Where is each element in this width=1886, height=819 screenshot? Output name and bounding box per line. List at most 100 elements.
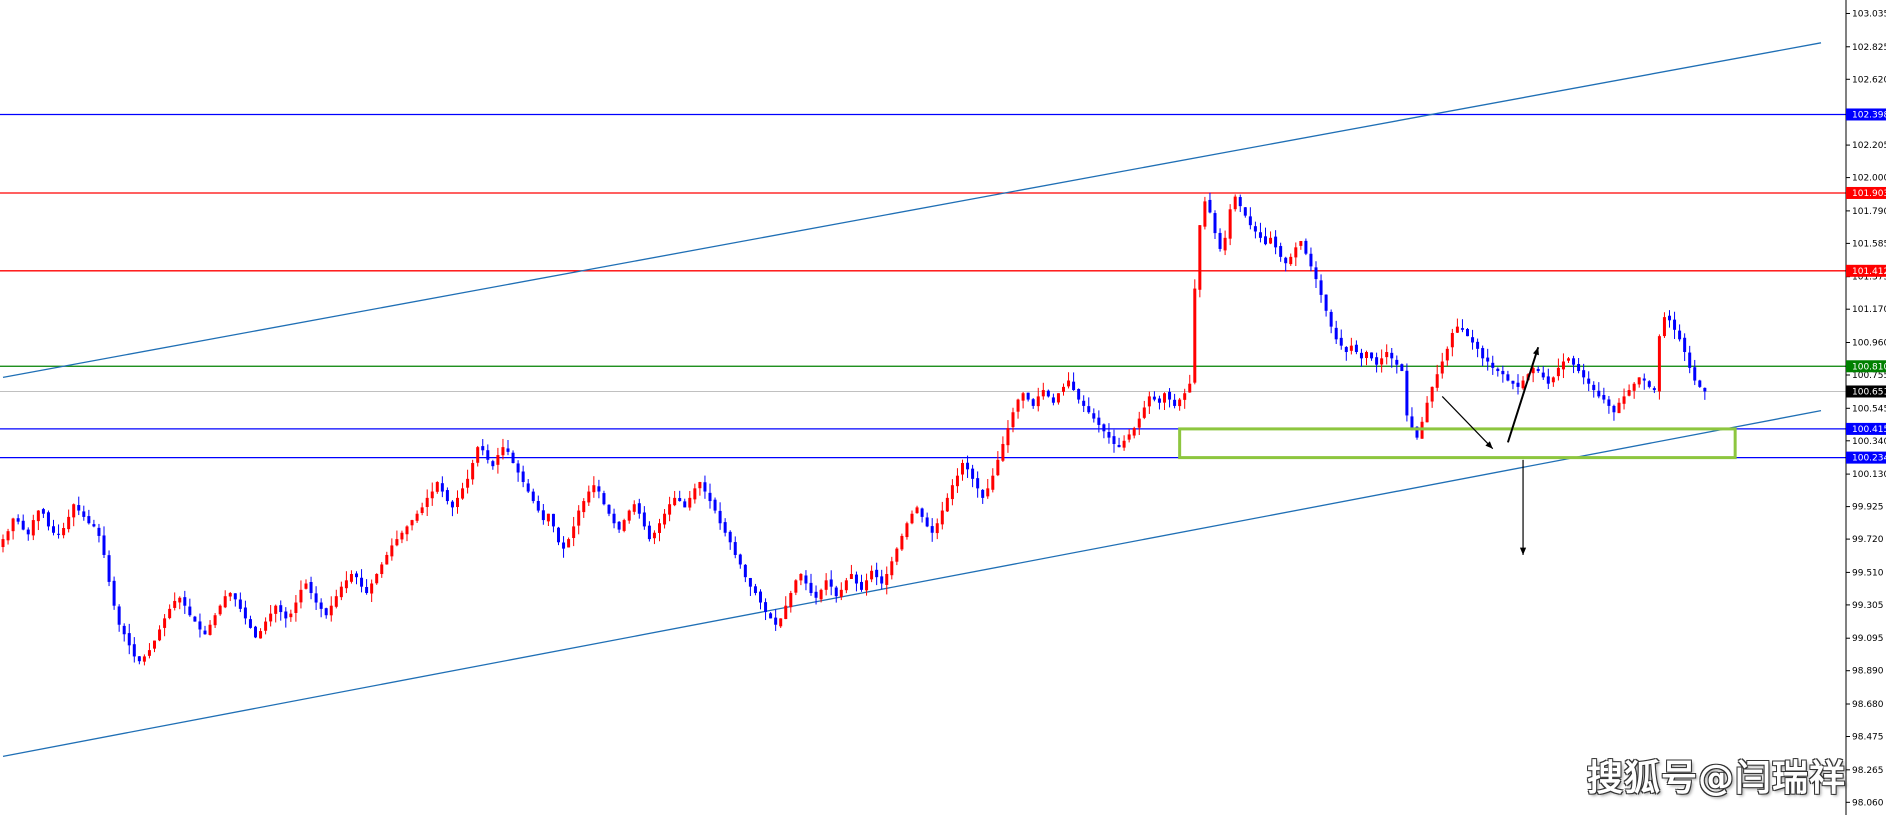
candle-body [299,589,303,603]
candle-body [1370,352,1374,359]
candle-body [218,605,222,615]
candle-body [1269,237,1273,244]
candle-body [900,535,904,550]
channel-upper-line [2,42,1822,379]
candle-body [21,520,25,530]
support-zone-box [1178,427,1737,460]
candle-body [1132,428,1136,436]
candle-body [188,606,192,616]
price-tick-label: 100.755 [1852,371,1886,381]
candle-body [26,529,30,535]
price-tick-label: 99.305 [1852,601,1884,611]
price-tag [1846,108,1886,121]
candle-body [1334,327,1338,340]
candle-body [910,513,914,524]
candle-body [1152,396,1156,400]
candle-body [425,497,429,507]
projection-arrow [1506,346,1540,443]
price-tick-label: 98.265 [1852,766,1884,776]
candle-body [1405,370,1409,416]
candle-body [1607,399,1611,406]
candle-body [435,482,439,492]
candle-body [319,602,323,609]
price-tag [1846,360,1886,373]
candle-body [445,490,449,502]
candle-body [506,448,510,452]
candle-body [996,459,1000,476]
candle-body [1092,413,1096,419]
candle-body [1567,358,1570,361]
candle-body [1041,390,1045,397]
candle-body [536,500,540,511]
candle-body [1460,328,1464,330]
candle-body [1157,398,1161,403]
candle-body [612,513,616,524]
candle-body [72,504,76,518]
candle-body [16,518,20,522]
candle-body [693,488,697,500]
candle-body [1299,241,1303,246]
price-tick-label: 99.720 [1852,535,1884,545]
candle-body [1652,388,1656,391]
candle-body [1021,393,1025,401]
candle-body [1329,311,1333,327]
candle-body [1612,405,1616,413]
candle-body [1354,344,1358,353]
candle-body [496,455,500,465]
candle-body [981,489,985,498]
candle-body [284,611,288,619]
candle-body [395,539,399,546]
candle-body [1627,390,1631,396]
candle-body [1243,207,1247,216]
candle-body [153,640,156,649]
candle-body [703,482,707,492]
candle-body [1016,399,1020,412]
candle-body [294,602,298,613]
candle-body [183,597,187,606]
candle-body [223,596,227,608]
candle-body [1632,383,1636,391]
price-tick-label: 102.205 [1852,141,1886,151]
candle-body [1056,393,1060,403]
candle-body [713,499,717,511]
candle-body [1309,253,1313,267]
candle-body [1647,381,1651,387]
candle-body [1193,288,1197,383]
candle-body [102,535,106,555]
candle-body [1284,257,1288,264]
candle-body [1223,237,1227,251]
projection-arrowhead [1532,347,1539,356]
candle-body [1349,345,1353,351]
candle-body [572,526,576,539]
candle-body [1258,232,1262,238]
candle-body [1410,416,1414,429]
price-tick-label: 101.790 [1852,207,1886,217]
price-tick-label: 102.825 [1852,43,1886,53]
candle-body [804,575,808,584]
candle-body [6,531,10,541]
candle-body [1006,428,1010,446]
candle-body [289,613,293,618]
candle-body [1516,382,1520,387]
candle-body [1218,232,1222,249]
candle-body [41,509,45,514]
candle-body [1294,247,1298,258]
candle-body [602,493,606,505]
candle-body [1471,337,1475,343]
candle-body [784,605,788,620]
candle-body [97,527,101,536]
candle-body [723,522,727,533]
price-tag [1846,186,1886,199]
candle-body [698,482,702,489]
candle-body [1572,358,1576,365]
candle-body [1082,400,1086,406]
candle-body [213,615,217,626]
candle-body [854,574,858,584]
price-tick-label: 101.170 [1852,305,1886,315]
candle-body [1415,426,1419,438]
candle-body [829,579,833,587]
candle-body [546,513,550,522]
candle-body [107,555,111,582]
candle-body [1688,352,1692,368]
candle-body [678,498,682,502]
